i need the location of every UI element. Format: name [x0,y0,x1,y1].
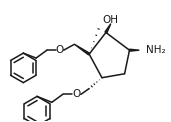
Text: O: O [56,45,64,55]
Text: O: O [72,89,81,99]
Text: OH: OH [103,15,119,25]
Polygon shape [105,24,111,33]
Polygon shape [74,44,90,55]
Polygon shape [129,49,139,51]
Text: NH₂: NH₂ [146,45,166,55]
